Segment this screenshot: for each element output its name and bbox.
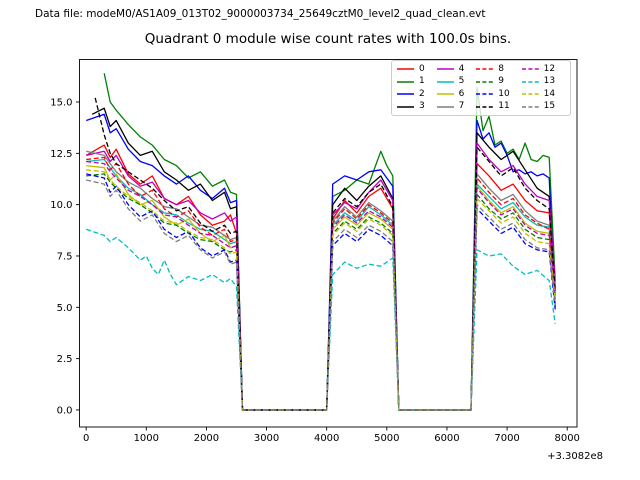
y-tick-label: 12.5 (50, 149, 72, 160)
series-line-13 (85, 228, 556, 411)
y-tick-label: 5.0 (57, 303, 73, 314)
legend-label: 4 (458, 63, 465, 74)
legend-label: 7 (458, 101, 465, 112)
legend-label: 2 (419, 88, 425, 99)
legend-line-sample (436, 68, 454, 70)
legend-label: 11 (498, 101, 510, 112)
y-tick-label: 15.0 (50, 97, 72, 108)
y-tick-label: 10.0 (50, 200, 72, 211)
legend-entry-15: 15 (521, 101, 566, 114)
legend-label: 13 (543, 76, 556, 87)
x-tick-label: 8000 (554, 433, 579, 444)
legend-entry-12: 12 (521, 63, 566, 76)
legend-label: 10 (498, 88, 510, 99)
legend-label: 0 (419, 63, 425, 74)
legend-entry-1: 1 (396, 76, 436, 89)
legend-entry-6: 6 (436, 88, 476, 101)
y-tick-label: 7.5 (57, 251, 73, 262)
legend-line-sample (436, 106, 454, 108)
legend-entry-11: 11 (475, 101, 520, 114)
legend-label: 5 (458, 76, 465, 87)
series-line-6 (86, 164, 556, 411)
legend-label: 3 (419, 101, 425, 112)
legend-line-sample (397, 68, 414, 70)
legend: 0 1 2 3 4 5 6 7 8 9 10 11 12 13 14 15 (391, 60, 571, 116)
series-line-7 (86, 150, 556, 411)
legend-entry-2: 2 (396, 88, 436, 101)
x-tick-label: 6000 (434, 433, 459, 444)
legend-line-sample (521, 81, 539, 83)
series-line-3 (91, 107, 556, 411)
data-file-label: Data file: modeM0/AS1A09_013T02_90000037… (35, 8, 486, 20)
legend-entry-3: 3 (396, 101, 436, 114)
x-tick-label: 4000 (314, 433, 339, 444)
x-axis-offset-label: +3.3082e8 (547, 451, 603, 462)
chart-title: Quadrant 0 module wise count rates with … (144, 31, 512, 47)
x-tick-label: 2000 (194, 433, 219, 444)
x-tick-label: 3000 (254, 433, 279, 444)
series-line-2 (85, 113, 556, 411)
series-line-0 (85, 144, 556, 411)
legend-line-sample (436, 93, 454, 95)
series-line-15 (86, 179, 556, 411)
legend-entry-8: 8 (475, 63, 520, 76)
legend-line-sample (521, 93, 539, 95)
legend-entry-14: 14 (521, 88, 566, 101)
legend-entry-13: 13 (521, 76, 566, 89)
legend-label: 8 (498, 63, 505, 74)
legend-line-sample (397, 93, 414, 95)
legend-line-sample (476, 68, 494, 70)
x-tick-label: 1000 (134, 433, 159, 444)
legend-line-sample (521, 106, 539, 108)
legend-label: 1 (419, 76, 425, 87)
legend-line-sample (476, 106, 494, 108)
y-tick-label: 0.0 (57, 405, 73, 416)
series-line-10 (86, 173, 556, 411)
legend-entry-10: 10 (475, 88, 520, 101)
legend-label: 12 (543, 63, 556, 74)
y-tick-label: 2.5 (57, 354, 73, 365)
series-line-1 (103, 73, 556, 411)
legend-label: 14 (543, 88, 556, 99)
x-tick-label: 7000 (494, 433, 519, 444)
legend-line-sample (476, 81, 494, 83)
legend-label: 9 (498, 76, 505, 87)
legend-label: 6 (458, 88, 465, 99)
legend-line-sample (397, 81, 414, 83)
legend-entry-0: 0 (396, 63, 436, 76)
legend-entry-9: 9 (475, 76, 520, 89)
legend-line-sample (436, 81, 454, 83)
legend-line-sample (521, 68, 539, 70)
series-line-12 (86, 160, 556, 411)
series-line-9 (86, 173, 556, 411)
legend-entry-7: 7 (436, 101, 476, 114)
x-tick-label: 0 (83, 433, 89, 444)
legend-label: 15 (543, 101, 556, 112)
x-tick-label: 5000 (374, 433, 399, 444)
legend-entry-4: 4 (436, 63, 476, 76)
legend-line-sample (476, 93, 494, 95)
axes-frame (79, 59, 578, 428)
legend-line-sample (397, 106, 414, 108)
legend-entry-5: 5 (436, 76, 476, 89)
